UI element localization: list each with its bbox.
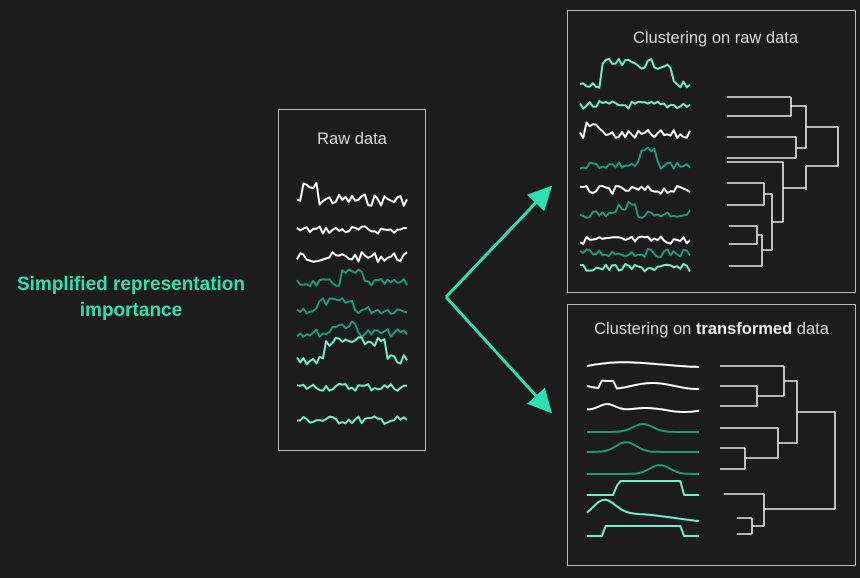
transformed-dendrogram bbox=[720, 365, 836, 535]
raw-dendrogram bbox=[727, 96, 839, 267]
transformed-series-4 bbox=[587, 423, 699, 433]
raw-series-6 bbox=[296, 320, 408, 338]
headline-line-2: importance bbox=[79, 300, 183, 321]
clustered-raw-series-2 bbox=[579, 100, 691, 110]
raw-series-9 bbox=[297, 415, 408, 425]
arrow-to-raw-clustering bbox=[444, 185, 553, 299]
clustered-raw-series-1 bbox=[579, 58, 691, 89]
cluster-raw-panel: Clustering on raw data bbox=[567, 10, 856, 293]
raw-series-5 bbox=[296, 297, 408, 315]
clustered-raw-series-5 bbox=[579, 185, 691, 195]
cluster-transformed-title-suffix: data bbox=[792, 320, 829, 338]
raw-data-panel: Raw data bbox=[278, 109, 426, 451]
cluster-transformed-title: Clustering on transformed data bbox=[568, 320, 855, 339]
clustered-raw-series-4 bbox=[579, 146, 691, 170]
transformed-series-8 bbox=[586, 498, 700, 522]
clustered-raw-series-9 bbox=[579, 263, 691, 273]
clustered-raw-series-7 bbox=[579, 235, 691, 245]
transformed-series-2 bbox=[586, 379, 699, 390]
transformed-series-1 bbox=[586, 361, 700, 368]
transformed-series-6 bbox=[587, 464, 699, 475]
raw-series-1 bbox=[296, 181, 408, 207]
raw-series-3 bbox=[296, 251, 408, 263]
cluster-raw-title: Clustering on raw data bbox=[632, 29, 799, 47]
cluster-transformed-title-bold: transformed bbox=[695, 320, 793, 338]
headline: Simplified representation importance bbox=[0, 272, 262, 324]
branch-arrows bbox=[444, 185, 553, 414]
raw-series-2 bbox=[296, 225, 408, 235]
cluster-transformed-panel: Clustering on transformed data bbox=[567, 304, 856, 566]
transformed-series-3 bbox=[586, 403, 700, 413]
clustered-raw-series-3 bbox=[579, 121, 691, 139]
raw-series-8 bbox=[296, 382, 407, 392]
clustered-raw-series-group bbox=[579, 58, 691, 273]
transformed-series-group bbox=[586, 361, 700, 537]
raw-series-7 bbox=[296, 336, 408, 366]
raw-series-4 bbox=[296, 268, 408, 287]
clustered-raw-series-6 bbox=[579, 201, 691, 219]
clustered-raw-series-8 bbox=[579, 248, 691, 258]
headline-line-1: Simplified representation bbox=[16, 274, 246, 295]
cluster-transformed-title-prefix: Clustering on bbox=[594, 320, 696, 338]
raw-data-series-group bbox=[296, 181, 408, 425]
arrow-to-transformed-clustering bbox=[444, 295, 553, 414]
raw-data-title: Raw data bbox=[317, 130, 387, 148]
transformed-series-7 bbox=[587, 480, 699, 496]
transformed-series-5 bbox=[587, 441, 699, 453]
transformed-series-9 bbox=[587, 525, 699, 537]
